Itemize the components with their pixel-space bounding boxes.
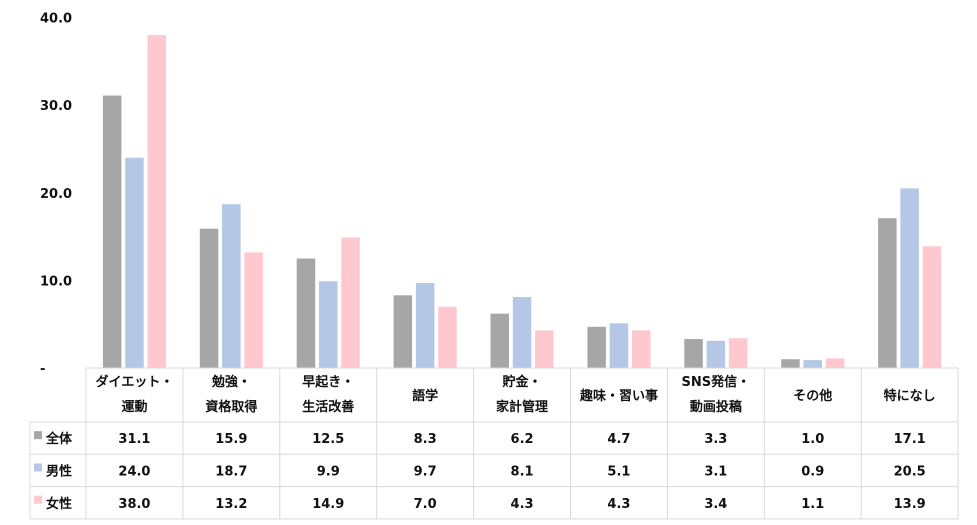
data-label: 3.3 bbox=[704, 432, 727, 447]
legend-swatch bbox=[34, 495, 42, 504]
bar bbox=[632, 330, 651, 368]
bar bbox=[319, 281, 338, 368]
y-axis: - 10.0 20.0 30.0 40.0 bbox=[40, 12, 72, 377]
data-label: 9.7 bbox=[414, 464, 437, 479]
bar bbox=[609, 323, 629, 368]
data-label: 4.3 bbox=[607, 497, 630, 512]
bar bbox=[728, 338, 748, 368]
bar bbox=[781, 359, 800, 368]
category-label: 貯金・ bbox=[503, 374, 542, 390]
bar bbox=[535, 330, 554, 368]
category-label: 生活改善 bbox=[302, 399, 354, 415]
data-label: 14.9 bbox=[312, 497, 344, 512]
data-label: 12.5 bbox=[312, 432, 344, 447]
data-label: 5.1 bbox=[607, 464, 630, 479]
bar bbox=[147, 35, 166, 369]
data-label: 4.7 bbox=[607, 432, 630, 447]
data-label: 1.0 bbox=[801, 432, 824, 447]
bar bbox=[102, 95, 122, 369]
legend-label: 女性 bbox=[46, 496, 72, 512]
bar bbox=[706, 340, 726, 368]
bar bbox=[684, 339, 703, 368]
data-table: ダイエット・運動 勉強・資格取得 早起き・生活改善 語学 貯金・家計管理 趣味・習い事 SN… bbox=[29, 367, 959, 520]
category-label: その他 bbox=[793, 388, 832, 404]
category-label: ダイエット・ bbox=[96, 374, 174, 390]
data-label: 8.3 bbox=[414, 432, 437, 447]
bar bbox=[825, 358, 845, 368]
legend-swatch bbox=[34, 463, 42, 472]
bars bbox=[102, 35, 942, 369]
data-label: 8.1 bbox=[511, 464, 534, 479]
legend-swatch bbox=[34, 431, 42, 440]
data-label: 3.4 bbox=[704, 497, 727, 512]
data-label: 1.1 bbox=[801, 497, 824, 512]
y-tick-label: 10.0 bbox=[40, 274, 72, 289]
data-label: 9.9 bbox=[317, 464, 340, 479]
bar bbox=[438, 306, 457, 368]
legend-label: 男性 bbox=[46, 463, 72, 479]
category-label: 資格取得 bbox=[205, 399, 257, 415]
data-label: 4.3 bbox=[511, 497, 534, 512]
bar bbox=[878, 218, 897, 368]
category-label: 趣味・習い事 bbox=[579, 388, 658, 404]
category-label: 運動 bbox=[121, 399, 147, 415]
data-label: 38.0 bbox=[118, 497, 150, 512]
y-tick-label: 40.0 bbox=[40, 12, 72, 27]
data-label: 31.1 bbox=[118, 432, 150, 447]
category-label: 語学 bbox=[412, 388, 438, 404]
y-tick-label: 30.0 bbox=[40, 99, 72, 114]
data-label: 20.5 bbox=[894, 464, 926, 479]
data-label: 18.7 bbox=[215, 464, 247, 479]
legend-label: 全体 bbox=[45, 431, 73, 447]
data-label: 7.0 bbox=[414, 497, 437, 512]
bar bbox=[125, 157, 144, 368]
bar bbox=[512, 297, 532, 368]
bar bbox=[341, 237, 360, 368]
bar bbox=[296, 258, 316, 368]
data-label: 15.9 bbox=[215, 432, 247, 447]
category-label: 動画投稿 bbox=[690, 399, 742, 415]
data-label: 13.2 bbox=[215, 497, 247, 512]
bar bbox=[199, 228, 219, 368]
bar bbox=[415, 283, 435, 368]
bar bbox=[803, 360, 822, 368]
data-label: 6.2 bbox=[511, 432, 534, 447]
data-label: 17.1 bbox=[894, 432, 926, 447]
bar bbox=[922, 246, 942, 368]
bar bbox=[222, 204, 241, 368]
bar bbox=[587, 326, 606, 368]
data-label: 13.9 bbox=[894, 497, 926, 512]
bar bbox=[900, 188, 919, 368]
bar bbox=[490, 313, 509, 368]
y-tick-label: - bbox=[40, 362, 45, 377]
category-label: 早起き・ bbox=[302, 374, 354, 390]
category-label: SNS発信・ bbox=[682, 374, 751, 390]
category-label: 勉強・ bbox=[211, 374, 251, 390]
data-label: 0.9 bbox=[801, 464, 824, 479]
category-label: 特になし bbox=[884, 388, 936, 404]
data-label: 3.1 bbox=[704, 464, 727, 479]
bar bbox=[244, 252, 263, 368]
category-label: 家計管理 bbox=[496, 399, 548, 415]
y-tick-label: 20.0 bbox=[40, 187, 72, 202]
bar bbox=[393, 295, 413, 368]
data-label: 24.0 bbox=[118, 464, 150, 479]
